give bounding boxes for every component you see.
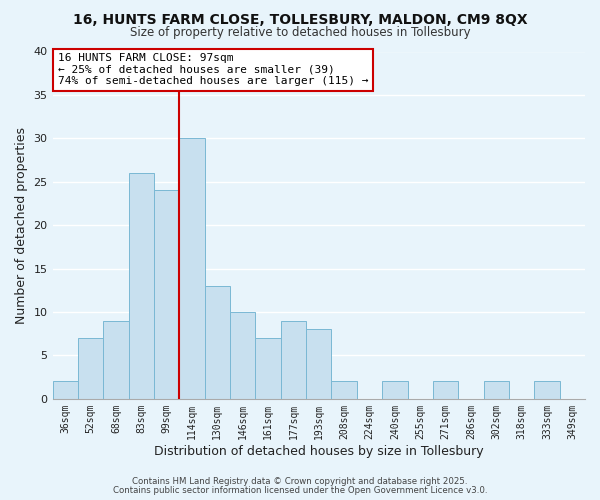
Bar (534, 382, 560, 399)
Bar (382, 382, 407, 399)
Bar (128, 173, 154, 399)
Text: Contains HM Land Registry data © Crown copyright and database right 2025.: Contains HM Land Registry data © Crown c… (132, 477, 468, 486)
Bar (331, 382, 357, 399)
Bar (256, 338, 281, 399)
Bar (281, 320, 306, 399)
Bar (103, 320, 128, 399)
Bar (306, 330, 331, 399)
Bar (433, 382, 458, 399)
Text: 16, HUNTS FARM CLOSE, TOLLESBURY, MALDON, CM9 8QX: 16, HUNTS FARM CLOSE, TOLLESBURY, MALDON… (73, 12, 527, 26)
Bar (205, 286, 230, 399)
Bar (230, 312, 256, 399)
Bar (78, 338, 103, 399)
X-axis label: Distribution of detached houses by size in Tollesbury: Distribution of detached houses by size … (154, 444, 484, 458)
Bar (179, 138, 205, 399)
Bar (484, 382, 509, 399)
Text: Size of property relative to detached houses in Tollesbury: Size of property relative to detached ho… (130, 26, 470, 39)
Text: Contains public sector information licensed under the Open Government Licence v3: Contains public sector information licen… (113, 486, 487, 495)
Text: 16 HUNTS FARM CLOSE: 97sqm
← 25% of detached houses are smaller (39)
74% of semi: 16 HUNTS FARM CLOSE: 97sqm ← 25% of deta… (58, 53, 368, 86)
Bar (154, 190, 179, 399)
Bar (53, 382, 78, 399)
Y-axis label: Number of detached properties: Number of detached properties (15, 126, 28, 324)
